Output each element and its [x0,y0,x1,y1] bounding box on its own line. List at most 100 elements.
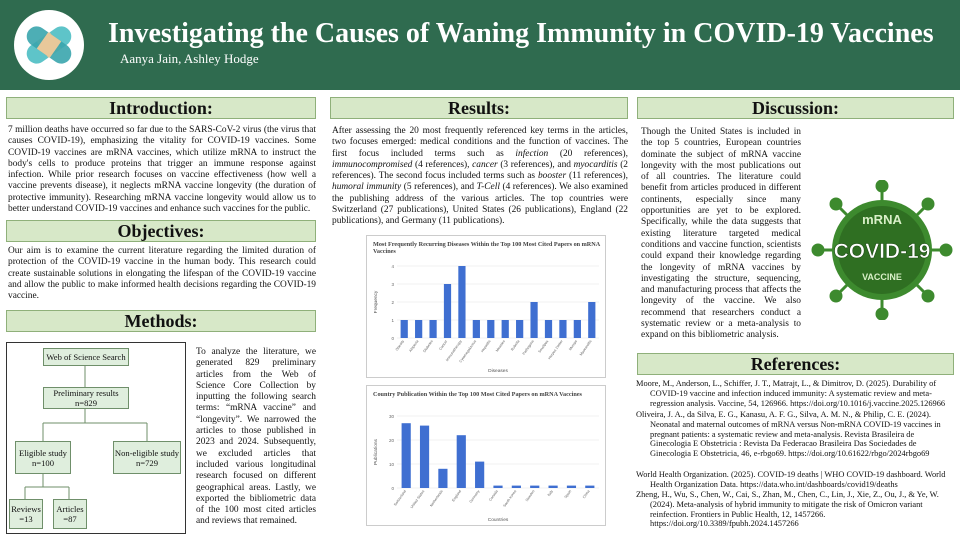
badge-top-text: mRNA [862,212,902,227]
bar [530,302,538,338]
flow-non-eligible-box: Non-eligible study n=729 [113,441,181,474]
x-tick-label: Switzerland [393,489,407,507]
bar [415,320,423,338]
results-heading: Results: [330,97,628,119]
y-axis-label: Frequency [373,290,379,313]
term-myocarditis: myocarditis [573,159,618,170]
bar [401,423,411,488]
results-text-part: (4 references). We also examined the pub… [332,182,628,227]
y-axis-label: Publications [373,438,379,464]
y-tick-label: 4 [391,264,394,269]
bar [573,320,581,338]
diseases-chart-title: Most Frequently Recurring Diseases Withi… [373,241,600,256]
flow-search-box: Web of Science Search [43,348,129,366]
bar [400,320,408,338]
x-tick-label: South Korea [502,489,517,508]
x-tick-label: England [451,489,462,502]
bar [559,320,567,338]
objectives-heading: Objectives: [6,220,316,242]
y-tick-label: 20 [389,438,395,443]
results-text: After assessing the 20 most frequently r… [332,126,628,228]
bar [456,435,466,488]
x-axis-label: Diseases [488,368,508,374]
x-axis-label: Countries [488,517,509,523]
bar [516,320,524,338]
x-tick-label: Pathogens [522,339,535,356]
x-tick-label: Hepatitis [480,339,491,353]
y-tick-label: 0 [391,486,394,491]
bar [443,284,452,338]
objectives-text: Our aim is to examine the current litera… [8,246,316,302]
poster-title: Investigating the Causes of Waning Immun… [108,18,934,49]
methods-flowchart: Web of Science Search Preliminary result… [6,342,186,534]
bar [458,266,466,338]
results-text-part: (4 references), [412,159,473,170]
x-tick-label: Germany [469,489,481,504]
reference-item: Oliveira, J. A., da Silva, E. G., Kanasu… [636,410,941,459]
bar [429,320,437,338]
y-tick-label: 2 [391,300,394,305]
x-tick-label: Spain [564,489,573,499]
x-tick-label: Diabetes [422,339,434,353]
x-tick-label: Rubella [510,339,520,351]
countries-chart: Country Publication Within the Top 100 M… [366,385,606,526]
results-text-part: After assessing the 20 most frequently r… [332,126,628,159]
methods-heading: Methods: [6,310,316,332]
results-text-part: (5 references), and [401,182,477,193]
term-infection: infection [515,148,549,159]
discussion-heading: Discussion: [637,97,954,119]
flow-eligible-box: Eligible study n=100 [15,441,71,474]
y-tick-label: 10 [389,462,395,467]
x-tick-label: Netherlands [429,489,444,507]
term-cancer: cancer [472,159,498,170]
x-tick-label: United States [410,489,426,509]
y-tick-label: 3 [391,282,394,287]
bar [487,320,495,338]
results-text-part: (3 references), and [497,159,574,170]
term-humoral-immunity: humoral immunity [332,182,402,193]
badge-main-text: COVID-19 [834,240,931,263]
x-tick-label: Sweden [525,489,536,502]
bar [493,485,503,488]
x-tick-label: Measles [495,339,506,352]
bar [419,425,430,488]
flowchart-connectors [24,366,148,499]
y-tick-label: 30 [389,414,395,419]
bar [472,320,480,338]
bar [511,485,521,488]
term-t-cell: T-Cell [476,182,500,193]
poster-header: Investigating the Causes of Waning Immun… [0,0,960,90]
term-booster: booster [537,171,567,182]
poster-authors: Aanya Jain, Ashley Hodge [120,51,259,66]
covid-vaccine-badge: mRNA COVID-19 VACCINE [808,179,956,321]
x-tick-label: Obesity [395,339,405,351]
x-tick-label: China [582,489,591,499]
introduction-heading: Introduction: [6,97,316,119]
references-heading: References: [637,353,954,375]
results-text-part: (2 references). The second focus include… [332,159,628,182]
reference-item: Zheng, H., Wu, S., Chen, W., Cai, S., Zh… [636,490,939,529]
introduction-text: 7 million deaths have occurred so far du… [8,125,316,215]
bar [530,485,540,488]
reference-item: Moore, M., Anderson, L., Schiffer, J. T.… [636,379,946,408]
countries-chart-title: Country Publication Within the Top 100 M… [373,391,582,398]
x-tick-label: Myocarditis [579,339,593,356]
diseases-chart: Most Frequently Recurring Diseases Withi… [366,235,606,378]
bandage-logo [14,10,84,80]
x-tick-label: Smallpox [538,339,550,354]
results-text-part: (20 references), [548,148,628,159]
y-tick-label: 1 [391,318,394,323]
x-tick-label: Italy [547,489,554,497]
flow-preliminary-box: Preliminary results n=829 [43,387,129,409]
x-tick-label: Alopecia [408,339,419,353]
bar [438,468,448,488]
flow-reviews-box: Reviews =13 [9,499,43,529]
discussion-text: Though the United States is included in … [641,127,801,341]
term-immunocompromised: immunocompromised [332,159,413,170]
x-tick-label: Mumps [568,339,578,351]
y-tick-label: 0 [391,336,394,341]
x-tick-label: Cancer [438,339,448,351]
x-tick-label: Herpes Zoster [547,339,564,361]
bar [588,302,596,338]
